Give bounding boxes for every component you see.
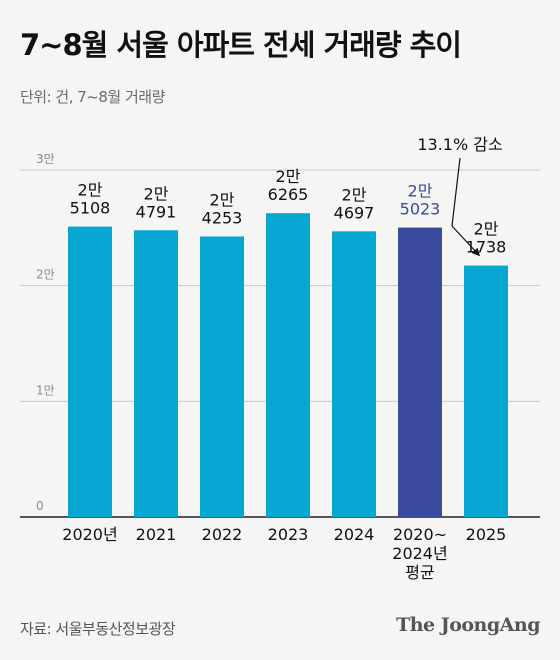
y-tick-label: 1만	[36, 383, 55, 397]
data-label: 2만	[210, 190, 235, 209]
source-note: 자료: 서울부동산정보광장	[20, 620, 176, 638]
bar	[68, 226, 112, 517]
bar-layer	[68, 213, 508, 518]
data-label: 5108	[70, 199, 111, 218]
x-tick-label: 2020년	[62, 525, 117, 544]
data-label: 2만	[276, 167, 301, 186]
annotation-leader	[451, 157, 461, 227]
bar	[398, 227, 442, 517]
data-label: 2만	[408, 182, 433, 201]
data-label: 6265	[268, 185, 309, 204]
bar	[332, 231, 376, 518]
data-label: 2만	[474, 220, 499, 239]
annotation-layer: 13.1% 감소	[417, 135, 503, 257]
x-tick-label: 2022	[202, 525, 243, 544]
data-label: 2만	[78, 181, 103, 200]
x-tick-label: 평균	[405, 563, 434, 582]
annotation-arrow	[451, 225, 481, 257]
data-label: 2만	[144, 184, 169, 203]
x-tick-label: 2023	[268, 525, 309, 544]
y-tick-label: 0	[36, 499, 44, 513]
x-tick-label: 2020~	[393, 525, 447, 544]
data-label: 5023	[400, 200, 441, 219]
data-label: 4253	[202, 208, 243, 227]
x-tick-label: 2024년	[392, 544, 447, 563]
unit-note: 단위: 건, 7~8월 거래량	[20, 88, 165, 106]
brand-logo: The JoongAng	[396, 614, 540, 636]
data-label: 4791	[136, 202, 177, 221]
data-label: 2만	[342, 185, 367, 204]
y-tick-label: 3만	[36, 152, 55, 166]
x-tick-label: 2021	[136, 525, 177, 544]
x-tick-label: 2024	[334, 525, 375, 544]
y-tick-label: 2만	[36, 268, 55, 282]
annotation-text: 13.1% 감소	[417, 135, 502, 154]
chart-title: 7~8월 서울 아파트 전세 거래량 추이	[20, 28, 462, 62]
bar	[266, 213, 310, 517]
bar	[134, 230, 178, 517]
data-label: 4697	[334, 203, 375, 222]
bar	[464, 265, 508, 517]
x-tick-label: 2025	[466, 525, 507, 544]
bar	[200, 236, 244, 517]
